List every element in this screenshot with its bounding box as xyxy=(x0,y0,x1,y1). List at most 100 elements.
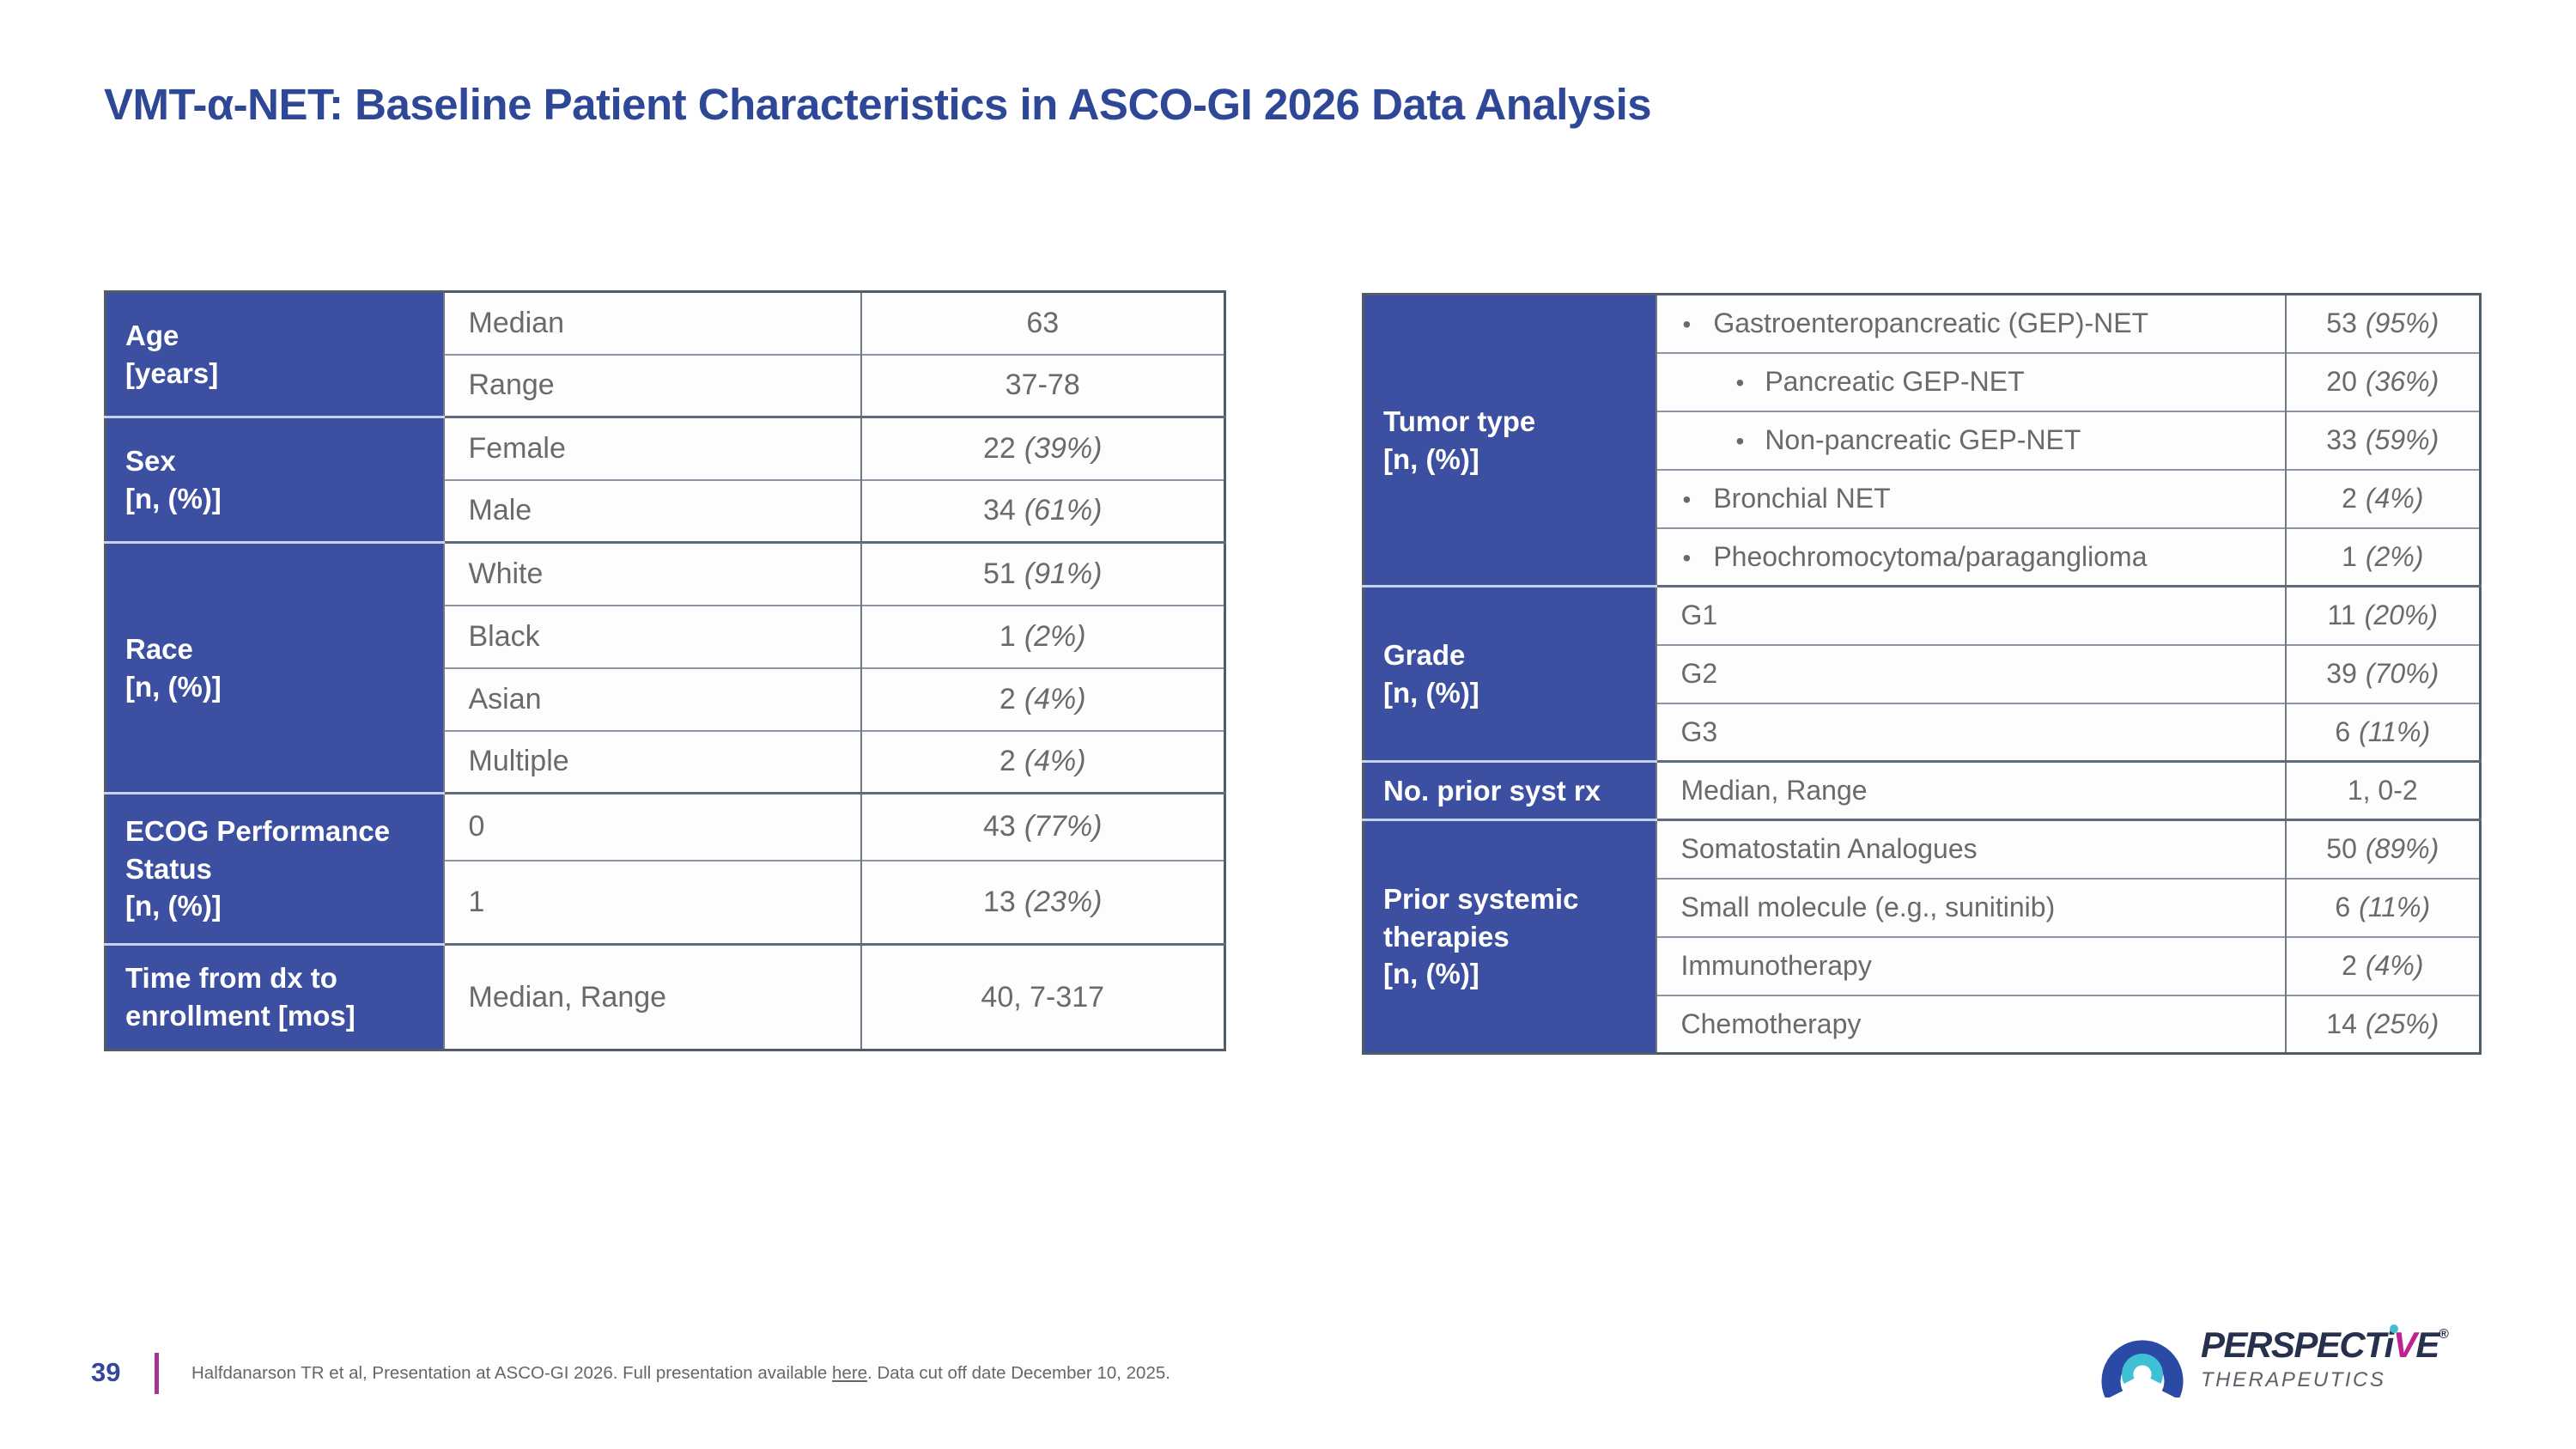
row-label: Chemotherapy xyxy=(1656,994,2287,1054)
row-value: 2 (4%) xyxy=(860,729,1225,794)
row-value: 6 (11%) xyxy=(2285,877,2481,937)
group-header-tumor-type: Tumor type [n, (%)] xyxy=(1363,294,1657,587)
table-row: Chemotherapy 14 (25%) xyxy=(1364,994,2481,1054)
row-label: White xyxy=(443,541,862,606)
row-label: Multiple xyxy=(443,729,862,794)
bullet-icon: • xyxy=(1735,369,1745,396)
row-value: 34 (61%) xyxy=(860,478,1225,543)
row-label: Median, Range xyxy=(443,943,862,1050)
here-link[interactable]: here xyxy=(832,1363,868,1383)
row-value: 2 (4%) xyxy=(860,667,1225,731)
citation-post: . Data cut off date December 10, 2025. xyxy=(867,1363,1170,1383)
table-row: Multiple 2 (4%) xyxy=(106,729,1225,794)
row-value: 11 (20%) xyxy=(2285,585,2481,645)
table-row: Prior systemic therapies [n, (%)] Somato… xyxy=(1363,819,2481,1054)
tumor-treatment-table: Tumor type [n, (%)] • Gastroenteropancrea… xyxy=(1362,293,2482,1055)
table-row: Age [years] Median 63 xyxy=(105,291,1225,417)
row-value: 51 (91%) xyxy=(860,541,1225,606)
row-value: 53 (95%) xyxy=(2285,294,2481,353)
table-row: Range 37-78 xyxy=(106,353,1225,417)
perspective-therapeutics-logo: PERSPECTiVE® THERAPEUTICS xyxy=(2101,1320,2449,1397)
row-label: Range xyxy=(443,353,862,417)
row-value: 13 (23%) xyxy=(860,859,1225,945)
page-number: 39 xyxy=(91,1357,121,1387)
row-value: 1 (2%) xyxy=(2285,527,2481,587)
table-row: No. prior syst rx Median, Range 1, 0-2 xyxy=(1363,760,2481,820)
row-value: 40, 7-317 xyxy=(860,943,1225,1050)
table-row: • Pancreatic GEP-NET 20 (36%) xyxy=(1364,351,2481,411)
table-row: Time from dx to enrollment [mos] Median,… xyxy=(105,943,1225,1050)
group-header-ecog: ECOG Performance Status [n, (%)] xyxy=(105,792,445,945)
table-row: ECOG Performance Status [n, (%)] 0 43 (77… xyxy=(105,792,1225,945)
table-row: Male 34 (61%) xyxy=(106,478,1225,543)
table-row: G3 6 (11%) xyxy=(1364,702,2481,762)
row-label: Immunotherapy xyxy=(1656,935,2287,995)
row-value: 1, 0-2 xyxy=(2285,760,2481,820)
group-header-sex: Sex [n, (%)] xyxy=(105,416,445,543)
row-label: Black xyxy=(443,604,862,668)
group-header-prior-syst-rx: No. prior syst rx xyxy=(1363,760,1657,820)
table-row: Asian 2 (4%) xyxy=(106,667,1225,731)
row-value: 43 (77%) xyxy=(860,792,1225,861)
logo-brand-text: PERSPECTiVE® xyxy=(2201,1324,2449,1365)
table-row: • Bronchial NET 2 (4%) xyxy=(1364,468,2481,528)
registered-mark: ® xyxy=(2438,1327,2449,1342)
row-value: 37-78 xyxy=(860,353,1225,417)
row-value: 6 (11%) xyxy=(2285,702,2481,762)
bullet-icon: • xyxy=(1682,486,1692,513)
row-value: 39 (70%) xyxy=(2285,643,2481,703)
row-label: Small molecule (e.g., sunitinib) xyxy=(1656,877,2287,937)
row-label: G1 xyxy=(1656,585,2287,645)
citation-text: Halfdanarson TR et al, Presentation at A… xyxy=(191,1363,1170,1384)
slide-title: VMT-α-NET: Baseline Patient Characterist… xyxy=(104,80,1652,129)
table-row: Black 1 (2%) xyxy=(106,604,1225,668)
row-label: 1 xyxy=(443,859,862,945)
row-label: • Pancreatic GEP-NET xyxy=(1656,351,2287,411)
table-row: • Non-pancreatic GEP-NET 33 (59%) xyxy=(1364,410,2481,470)
logo-subtext: THERAPEUTICS xyxy=(2201,1368,2386,1391)
group-header-race: Race [n, (%)] xyxy=(105,541,445,794)
table-row: Grade [n, (%)] G1 11 (20%) xyxy=(1363,585,2481,762)
row-label: Somatostatin Analogues xyxy=(1656,819,2287,879)
row-label: • Bronchial NET xyxy=(1656,468,2287,528)
row-value: 20 (36%) xyxy=(2285,351,2481,411)
row-label: Asian xyxy=(443,667,862,731)
row-label: G3 xyxy=(1656,702,2287,762)
group-header-grade: Grade [n, (%)] xyxy=(1363,585,1657,762)
footer-divider xyxy=(155,1353,159,1394)
group-header-time-from-dx: Time from dx to enrollment [mos] xyxy=(105,943,445,1050)
bullet-icon: • xyxy=(1682,544,1692,571)
table-row: • Pheochromocytoma/paraganglioma 1 (2%) xyxy=(1364,527,2481,587)
table-row: Immunotherapy 2 (4%) xyxy=(1364,935,2481,995)
row-value: 2 (4%) xyxy=(2285,935,2481,995)
row-value: 50 (89%) xyxy=(2285,819,2481,879)
row-label: Median xyxy=(443,291,862,355)
row-value: 14 (25%) xyxy=(2285,994,2481,1054)
table-row: Tumor type [n, (%)] • Gastroenteropancrea… xyxy=(1363,294,2481,587)
logo-arch-icon xyxy=(2101,1340,2184,1397)
row-label: Male xyxy=(443,478,862,543)
logo-wordmark: PERSPECTiVE® THERAPEUTICS xyxy=(2201,1320,2449,1392)
table-row: Small molecule (e.g., sunitinib) 6 (11%) xyxy=(1364,877,2481,937)
row-value: 63 xyxy=(860,291,1225,355)
row-value: 2 (4%) xyxy=(2285,468,2481,528)
group-header-prior-therapies: Prior systemic therapies [n, (%)] xyxy=(1363,819,1657,1054)
row-label: • Gastroenteropancreatic (GEP)-NET xyxy=(1656,294,2287,353)
table-row: G2 39 (70%) xyxy=(1364,643,2481,703)
row-label: 0 xyxy=(443,792,862,861)
citation-pre: Halfdanarson TR et al, Presentation at A… xyxy=(191,1363,833,1383)
row-label: Median, Range xyxy=(1656,760,2287,820)
row-value: 33 (59%) xyxy=(2285,410,2481,470)
row-value: 1 (2%) xyxy=(860,604,1225,668)
group-header-age: Age [years] xyxy=(105,291,445,417)
row-value: 22 (39%) xyxy=(860,416,1225,480)
table-row: Sex [n, (%)] Female 22 (39%) xyxy=(105,416,1225,543)
row-label: • Non-pancreatic GEP-NET xyxy=(1656,410,2287,470)
baseline-demographics-table: Age [years] Median 63 Range 37-78 Sex [n… xyxy=(104,290,1226,1051)
row-label: G2 xyxy=(1656,643,2287,703)
row-label: Female xyxy=(443,416,862,480)
row-label: • Pheochromocytoma/paraganglioma xyxy=(1656,527,2287,587)
bullet-icon: • xyxy=(1735,428,1745,454)
table-row: Race [n, (%)] White 51 (91%) xyxy=(105,541,1225,794)
